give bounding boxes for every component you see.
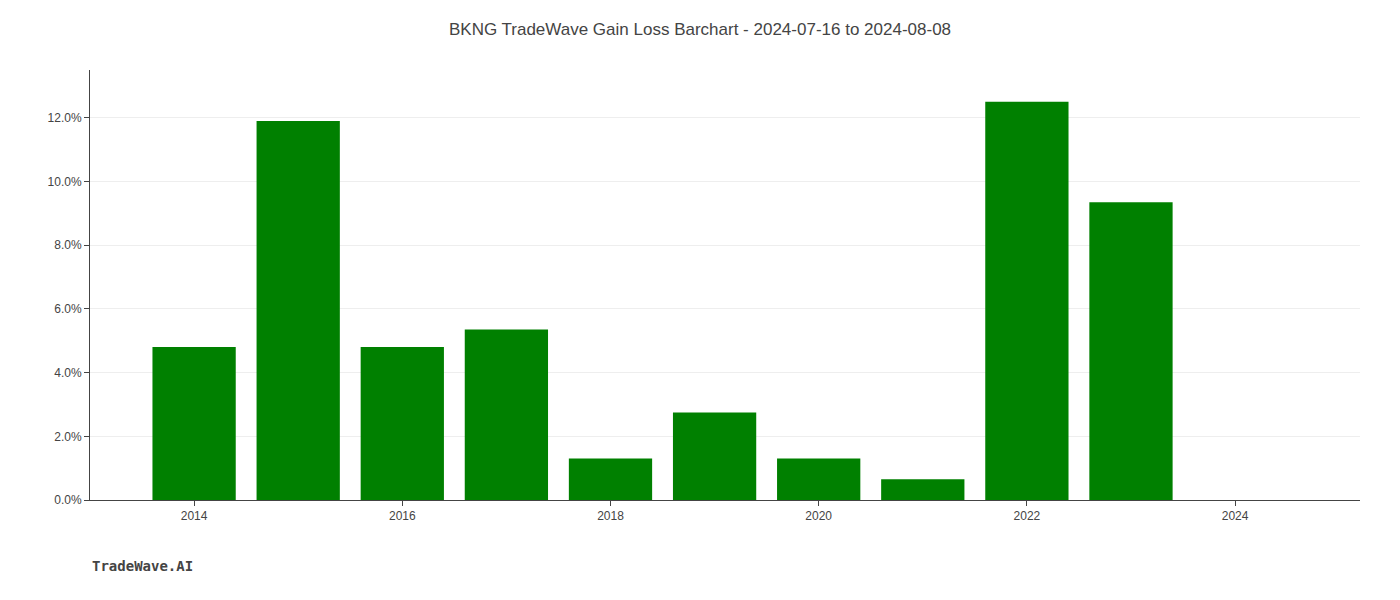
svg-text:2016: 2016 — [389, 509, 416, 523]
svg-text:2014: 2014 — [181, 509, 208, 523]
svg-text:10.0%: 10.0% — [48, 175, 82, 189]
svg-text:2024: 2024 — [1222, 509, 1249, 523]
svg-text:4.0%: 4.0% — [54, 366, 82, 380]
svg-text:TradeWave.AI: TradeWave.AI — [92, 558, 193, 574]
svg-text:BKNG TradeWave Gain Loss Barch: BKNG TradeWave Gain Loss Barchart - 2024… — [449, 20, 951, 39]
svg-text:2018: 2018 — [597, 509, 624, 523]
svg-text:0.0%: 0.0% — [54, 493, 82, 507]
svg-text:8.0%: 8.0% — [54, 238, 82, 252]
svg-text:2.0%: 2.0% — [54, 430, 82, 444]
svg-text:2022: 2022 — [1014, 509, 1041, 523]
svg-text:12.0%: 12.0% — [48, 111, 82, 125]
svg-text:2020: 2020 — [805, 509, 832, 523]
svg-text:6.0%: 6.0% — [54, 302, 82, 316]
